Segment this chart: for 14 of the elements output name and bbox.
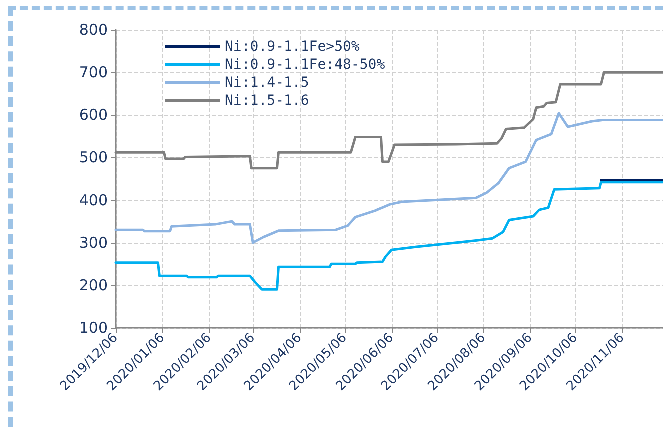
y-tick-label: 300	[79, 234, 108, 252]
y-tick-label: 700	[79, 64, 108, 82]
legend-label: Ni:1.4-1.5	[225, 75, 310, 91]
line-series	[114, 181, 663, 291]
legend-label: Ni:0.9-1.1Fe>50%	[225, 39, 360, 55]
y-tick-label: 500	[79, 148, 108, 167]
y-tick-label: 400	[79, 191, 108, 210]
y-tick-label: 800	[79, 21, 108, 39]
y-tick-label: 600	[79, 106, 108, 124]
y-tick-label: 200	[79, 276, 108, 294]
legend-label: Ni:1.5-1.6	[225, 93, 310, 109]
line-series	[114, 112, 663, 244]
y-tick-label: 100	[79, 319, 108, 337]
legend-label: Ni:0.9-1.1Fe:48-50%	[225, 57, 386, 73]
